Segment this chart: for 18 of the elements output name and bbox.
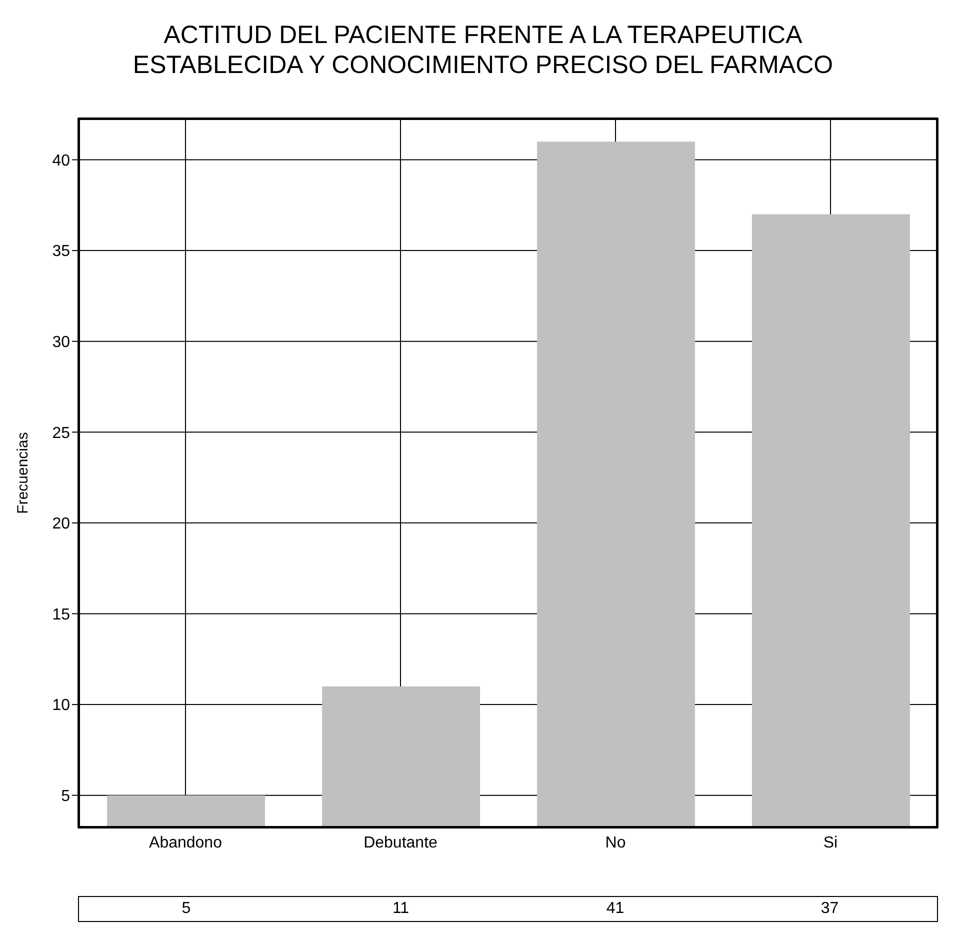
y-tick-label: 40 (52, 152, 70, 170)
x-tick-label: No (605, 834, 626, 852)
y-tick-label: 5 (61, 788, 70, 805)
data-label: 37 (820, 899, 840, 919)
y-axis-title: Frecuencias (14, 432, 32, 514)
x-tick-label: Debutante (364, 834, 438, 852)
y-tick-label: 10 (52, 697, 70, 714)
y-tick-label: 30 (52, 334, 70, 352)
chart-title: ACTITUD DEL PACIENTE FRENTE A LA TERAPEUTICA ESTABLECIDA Y CONOCIMIENTO PRECISO DEL FARMACO (132, 20, 834, 80)
x-tick-label: Abandono (149, 834, 222, 852)
y-tick-label: 35 (52, 243, 70, 260)
y-tick-label: 20 (52, 516, 70, 533)
data-label: 5 (180, 899, 192, 919)
x-tick-label: Si (823, 834, 838, 852)
data-label: 41 (605, 899, 626, 919)
y-tick-label: 25 (52, 424, 70, 442)
data-label: 11 (391, 899, 410, 919)
y-tick-label: 15 (52, 606, 70, 624)
